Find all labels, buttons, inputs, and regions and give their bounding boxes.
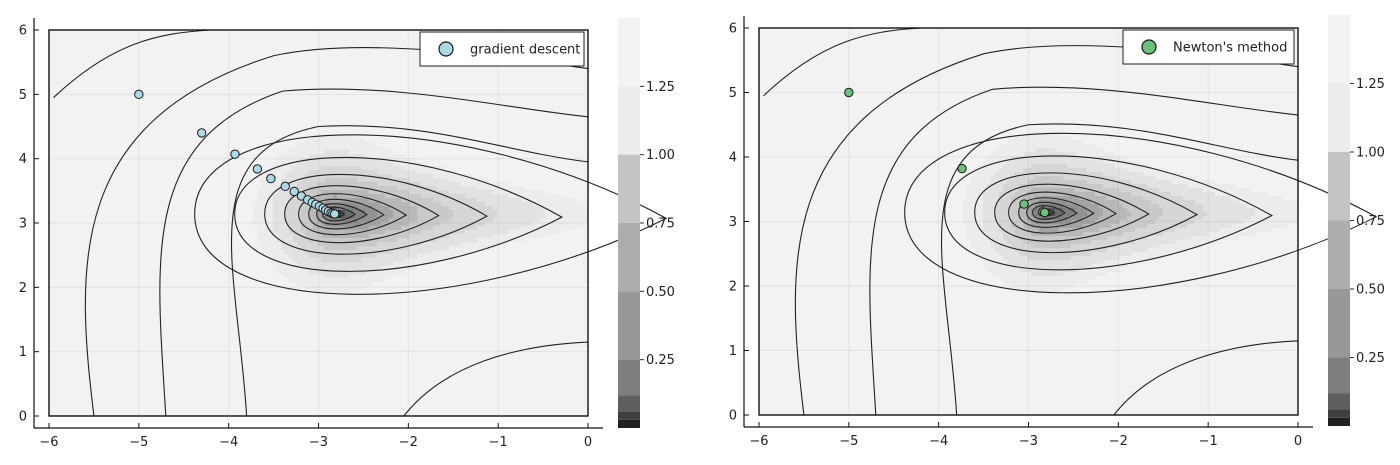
x-tick-label: −5: [839, 434, 858, 449]
gradient-descent-panel: −6 −5 −4 −3 −2 −1 0 0 1 2 3 4 5 6 gradient descent 0.25…: [19, 18, 675, 450]
y-tick-label: 4: [729, 151, 737, 166]
legend: Newton's method: [1123, 30, 1294, 64]
colorbar-band: [1328, 15, 1350, 84]
colorbar-band: [618, 360, 640, 396]
colorbar-band: [618, 291, 640, 359]
legend-label: Newton's method: [1173, 41, 1287, 56]
colorbar-tick-label: 0.25: [646, 353, 675, 368]
colorbar-tick-label: 1.25: [1356, 77, 1385, 92]
x-tick-label: −2: [1109, 434, 1128, 449]
y-tick-label: 3: [729, 215, 737, 230]
x-tick-label: −3: [309, 435, 328, 450]
y-tick-label: 5: [729, 86, 737, 101]
x-tick-label: 0: [584, 435, 592, 450]
colorbar-band: [618, 420, 640, 428]
y-tick-label: 0: [19, 410, 27, 425]
path-point: [1040, 208, 1048, 216]
path-point: [198, 129, 206, 137]
colorbar-band: [1328, 410, 1350, 418]
colorbar-band: [1328, 84, 1350, 153]
colorbar-band: [618, 395, 640, 411]
colorbar-band: [1328, 418, 1350, 426]
colorbar-band: [1328, 358, 1350, 394]
y-tick-label: 1: [19, 345, 27, 360]
path-point: [135, 90, 143, 98]
legend-marker: [1142, 40, 1156, 54]
colorbar-band: [618, 412, 640, 420]
x-tick-label: −6: [749, 434, 768, 449]
colorbar-band: [1328, 289, 1350, 358]
path-point: [281, 182, 289, 190]
path-point: [253, 165, 261, 173]
colorbar: 0.25 0.50 0.75 1.00 1.25: [618, 18, 675, 428]
x-tick-label: −3: [1019, 434, 1038, 449]
y-tick-label: 2: [729, 280, 737, 295]
x-tick-label: −5: [129, 435, 148, 450]
x-tick-label: −1: [489, 435, 508, 450]
colorbar-tick-label: 0.50: [1356, 283, 1385, 298]
colorbar-tick-label: 0.25: [1356, 351, 1385, 366]
path-point: [1020, 200, 1028, 208]
path-point: [267, 174, 275, 182]
colorbar-band: [618, 223, 640, 291]
y-tick-label: 1: [729, 344, 737, 359]
colorbar: 0.25 0.50 0.75 1.00 1.25: [1328, 15, 1385, 426]
colorbar-band: [1328, 152, 1350, 221]
path-point: [958, 164, 966, 172]
x-tick-label: −4: [219, 435, 238, 450]
colorbar-band: [1328, 221, 1350, 290]
colorbar-tick-label: 0.50: [646, 285, 675, 300]
x-tick-label: −2: [399, 435, 418, 450]
y-tick-label: 6: [19, 24, 27, 39]
y-tick-label: 2: [19, 281, 27, 296]
path-point: [845, 88, 853, 96]
colorbar-band: [618, 86, 640, 154]
path-point: [330, 210, 338, 218]
colorbar-tick-label: 1.25: [646, 80, 675, 95]
legend-label: gradient descent: [470, 43, 580, 58]
y-tick-label: 0: [729, 409, 737, 424]
x-tick-label: 0: [1294, 434, 1302, 449]
y-tick-label: 5: [19, 88, 27, 103]
colorbar-tick-label: 1.00: [646, 148, 675, 163]
x-tick-label: −4: [929, 434, 948, 449]
legend: gradient descent: [420, 32, 584, 66]
colorbar-tick-label: 0.75: [646, 217, 675, 232]
x-tick-label: −6: [39, 435, 58, 450]
colorbar-band: [618, 18, 640, 86]
colorbar-tick-label: 1.00: [1356, 146, 1385, 161]
path-point: [231, 150, 239, 158]
y-tick-label: 4: [19, 152, 27, 167]
colorbar-tick-label: 0.75: [1356, 214, 1385, 229]
y-tick-label: 6: [729, 22, 737, 37]
legend-marker: [439, 42, 453, 56]
x-tick-label: −1: [1199, 434, 1218, 449]
colorbar-band: [1328, 393, 1350, 409]
colorbar-band: [618, 155, 640, 223]
y-tick-label: 3: [19, 217, 27, 232]
